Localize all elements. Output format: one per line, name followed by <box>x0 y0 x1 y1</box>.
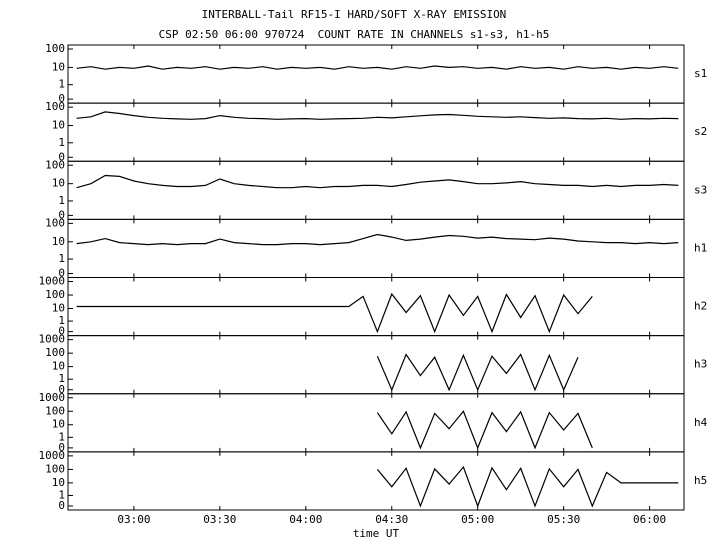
y-tick-label: 10 <box>52 235 65 248</box>
y-tick-label: 0 <box>58 441 65 454</box>
y-tick-label: 0 <box>58 499 65 512</box>
chart-title: INTERBALL-Tail RF15-I HARD/SOFT X-RAY EM… <box>202 8 507 21</box>
y-tick-label: 100 <box>45 404 65 417</box>
y-tick-label: 100 <box>45 346 65 359</box>
y-tick-label: 100 <box>45 216 65 229</box>
y-tick-label: 1 <box>58 372 65 385</box>
panel-label: s2 <box>694 125 707 138</box>
y-tick-label: 10 <box>52 360 65 373</box>
y-tick-label: 0 <box>58 383 65 396</box>
y-tick-label: 100 <box>45 158 65 171</box>
panel-frame <box>67 451 685 511</box>
y-tick-label: 1 <box>58 194 65 207</box>
y-tick-label: 1000 <box>39 333 66 346</box>
y-tick-label: 1 <box>58 136 65 149</box>
panel-label: s3 <box>694 183 707 196</box>
x-tick-label: 04:30 <box>375 513 408 526</box>
y-tick-label: 1 <box>58 430 65 443</box>
data-line <box>376 353 579 392</box>
x-tick-label: 05:30 <box>547 513 580 526</box>
data-line <box>76 292 593 334</box>
y-tick-label: 0 <box>58 208 65 221</box>
x-axis-label: time UT <box>353 527 400 540</box>
data-line <box>76 174 679 189</box>
x-tick-label: 06:00 <box>633 513 666 526</box>
x-tick-label: 03:30 <box>203 513 236 526</box>
y-tick-label: 1000 <box>39 391 66 404</box>
y-tick-label: 0 <box>58 267 65 280</box>
y-tick-label: 1 <box>58 78 65 91</box>
panel-label: h4 <box>694 416 708 429</box>
data-line <box>76 233 679 246</box>
y-tick-label: 1000 <box>39 275 66 288</box>
data-line <box>376 410 593 450</box>
panel-label: h1 <box>694 241 707 254</box>
data-line <box>376 465 679 508</box>
y-tick-label: 10 <box>52 418 65 431</box>
data-line <box>76 111 679 120</box>
y-tick-label: 10 <box>52 476 65 489</box>
panel-label: s1 <box>694 67 707 80</box>
panel-label: h3 <box>694 358 707 371</box>
y-tick-label: 1 <box>58 488 65 501</box>
y-tick-label: 1 <box>58 252 65 265</box>
y-tick-label: 100 <box>45 462 65 475</box>
y-tick-label: 10 <box>52 60 65 73</box>
panel-label: h2 <box>694 300 707 313</box>
chart-subtitle: CSP 02:50 06:00 970724 COUNT RATE IN CHA… <box>159 28 550 41</box>
y-tick-label: 10 <box>52 301 65 314</box>
y-tick-label: 100 <box>45 42 65 55</box>
y-tick-label: 10 <box>52 119 65 132</box>
x-tick-label: 04:00 <box>289 513 322 526</box>
panel-label: h5 <box>694 474 707 487</box>
y-tick-label: 100 <box>45 288 65 301</box>
y-tick-label: 1000 <box>39 449 66 462</box>
y-tick-label: 10 <box>52 177 65 190</box>
x-tick-label: 05:00 <box>461 513 494 526</box>
x-tick-label: 03:00 <box>117 513 150 526</box>
data-line <box>76 65 679 70</box>
y-tick-label: 100 <box>45 100 65 113</box>
y-tick-label: 0 <box>58 92 65 105</box>
y-tick-label: 0 <box>58 325 65 338</box>
y-tick-label: 1 <box>58 314 65 327</box>
y-tick-label: 0 <box>58 150 65 163</box>
